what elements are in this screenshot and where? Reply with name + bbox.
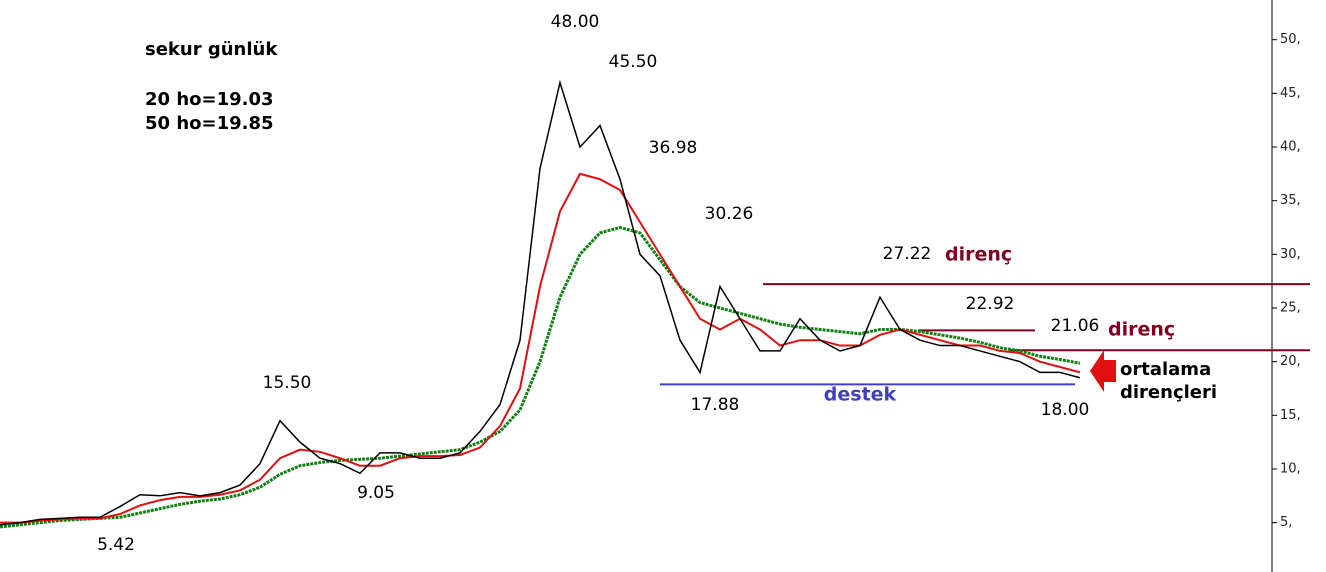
arrow: [1090, 350, 1116, 392]
price-label: 9.05: [357, 483, 395, 503]
price-label: 30.26: [705, 204, 754, 224]
price-label: 5.42: [97, 535, 135, 555]
y-tick-label: 40,: [1280, 140, 1301, 155]
support-label: destek: [824, 384, 897, 406]
price-label: 48.00: [551, 12, 600, 32]
series-line: [0, 172, 1081, 524]
price-label: 18.00: [1041, 400, 1090, 420]
resistance-label: direnç: [1108, 319, 1175, 341]
price-label: 15.50: [263, 373, 312, 393]
price-label: 27.22: [883, 244, 932, 264]
price-label: 17.88: [691, 395, 740, 415]
y-tick-label: 15,: [1280, 408, 1301, 423]
series-line: [0, 79, 1081, 526]
y-tick-label: 10,: [1280, 461, 1301, 476]
resistance-label: direnç: [945, 244, 1012, 266]
y-tick-label: 25,: [1280, 301, 1301, 316]
y-tick-label: 5,: [1280, 515, 1292, 530]
subtitle: 50 ho=19.85: [145, 113, 274, 134]
series-line: [0, 225, 1081, 529]
y-tick-label: 20,: [1280, 354, 1301, 369]
chart-title: sekur günlük: [145, 39, 278, 60]
arrow-label: ortalama: [1120, 359, 1211, 380]
price-label: 36.98: [649, 138, 698, 158]
price-label: 22.92: [966, 294, 1015, 314]
y-tick-label: 30,: [1280, 247, 1301, 262]
price-label: 45.50: [609, 52, 658, 72]
y-tick-label: 35,: [1280, 193, 1301, 208]
arrow-label: dirençleri: [1120, 382, 1217, 403]
price-label: 21.06: [1051, 316, 1100, 336]
y-tick-label: 45,: [1280, 86, 1301, 101]
subtitle: 20 ho=19.03: [145, 89, 274, 110]
y-tick-label: 50,: [1280, 32, 1301, 47]
